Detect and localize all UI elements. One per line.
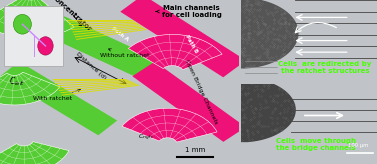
Text: Path A: Path A bbox=[110, 26, 129, 43]
Text: Concentrator: Concentrator bbox=[51, 0, 93, 33]
Polygon shape bbox=[241, 78, 295, 142]
Polygon shape bbox=[132, 62, 246, 142]
Text: Distance (d): Distance (d) bbox=[75, 52, 107, 81]
Ellipse shape bbox=[38, 37, 53, 55]
Text: Path B: Path B bbox=[184, 34, 199, 54]
Text: With ratchet: With ratchet bbox=[33, 89, 80, 101]
FancyBboxPatch shape bbox=[5, 6, 63, 66]
Text: Cells  are redirected by
the ratchet structures: Cells are redirected by the ratchet stru… bbox=[279, 61, 372, 74]
Text: Without ratchet: Without ratchet bbox=[100, 49, 149, 58]
Text: Open Bridge Channels: Open Bridge Channels bbox=[184, 59, 218, 125]
Wedge shape bbox=[0, 0, 74, 38]
Polygon shape bbox=[8, 0, 158, 78]
Text: 100 μm: 100 μm bbox=[348, 143, 368, 148]
Text: $C_{right}$: $C_{right}$ bbox=[138, 133, 155, 143]
Polygon shape bbox=[241, 0, 298, 68]
Text: Cells  move through
the bridge channels: Cells move through the bridge channels bbox=[276, 138, 356, 151]
Polygon shape bbox=[120, 0, 246, 77]
Wedge shape bbox=[128, 34, 222, 70]
Wedge shape bbox=[0, 142, 69, 164]
Text: $C_{left}$: $C_{left}$ bbox=[9, 76, 25, 88]
Text: 1 mm: 1 mm bbox=[185, 146, 205, 153]
Wedge shape bbox=[122, 108, 217, 142]
Polygon shape bbox=[0, 62, 117, 135]
Wedge shape bbox=[0, 72, 60, 105]
Ellipse shape bbox=[14, 14, 31, 34]
Text: Main channels
for cell loading: Main channels for cell loading bbox=[156, 5, 221, 18]
